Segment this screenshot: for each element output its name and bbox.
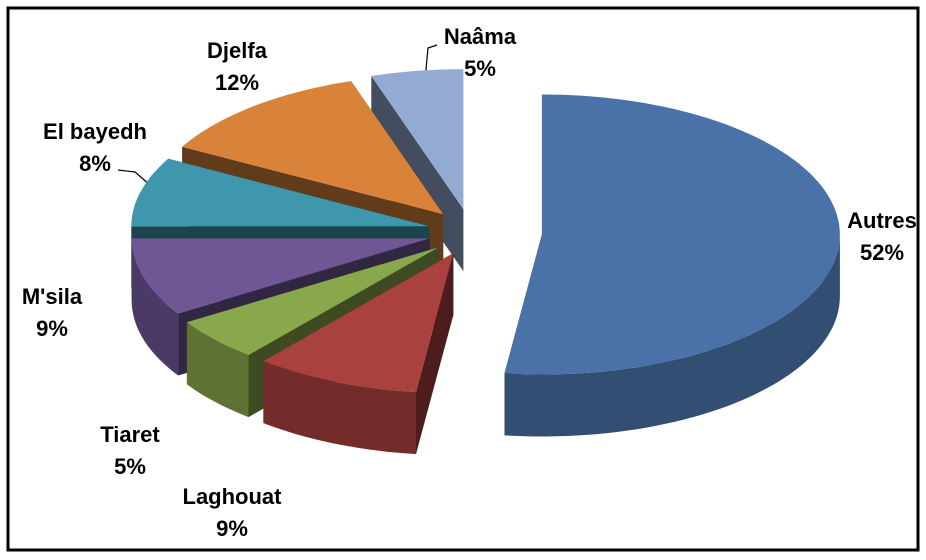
slice-top [504, 94, 840, 375]
slice-value-label: 8% [79, 151, 111, 176]
slice-value-label: 5% [464, 56, 496, 81]
slice-top [263, 253, 454, 393]
pie [131, 69, 840, 455]
slice-wall [263, 361, 416, 455]
slice-label: M'sila [22, 284, 83, 309]
slice [504, 94, 840, 437]
slice-value-label: 9% [36, 316, 68, 341]
slice-value-label: 5% [114, 454, 146, 479]
slice-label: Tiaret [100, 422, 160, 447]
slice-label: El bayedh [43, 119, 147, 144]
slice-label: Djelfa [207, 38, 268, 63]
slice-top [182, 81, 444, 215]
slice-value-label: 52% [860, 240, 904, 265]
slice-label: Laghouat [183, 484, 283, 509]
slice-wall [131, 238, 179, 376]
slice-label: Autres [847, 208, 917, 233]
slice-top [131, 158, 430, 227]
slice-wall [186, 322, 249, 418]
slice [263, 253, 454, 455]
slice-top [131, 238, 430, 314]
slice-value-label: 9% [216, 516, 248, 541]
slice-top [371, 69, 464, 210]
slice-value-label: 12% [215, 70, 259, 95]
slice-label: Naâma [444, 24, 517, 49]
leader-line [117, 169, 151, 186]
leader-line [424, 44, 438, 81]
slice-top [186, 247, 439, 356]
slice-wall [504, 234, 840, 437]
